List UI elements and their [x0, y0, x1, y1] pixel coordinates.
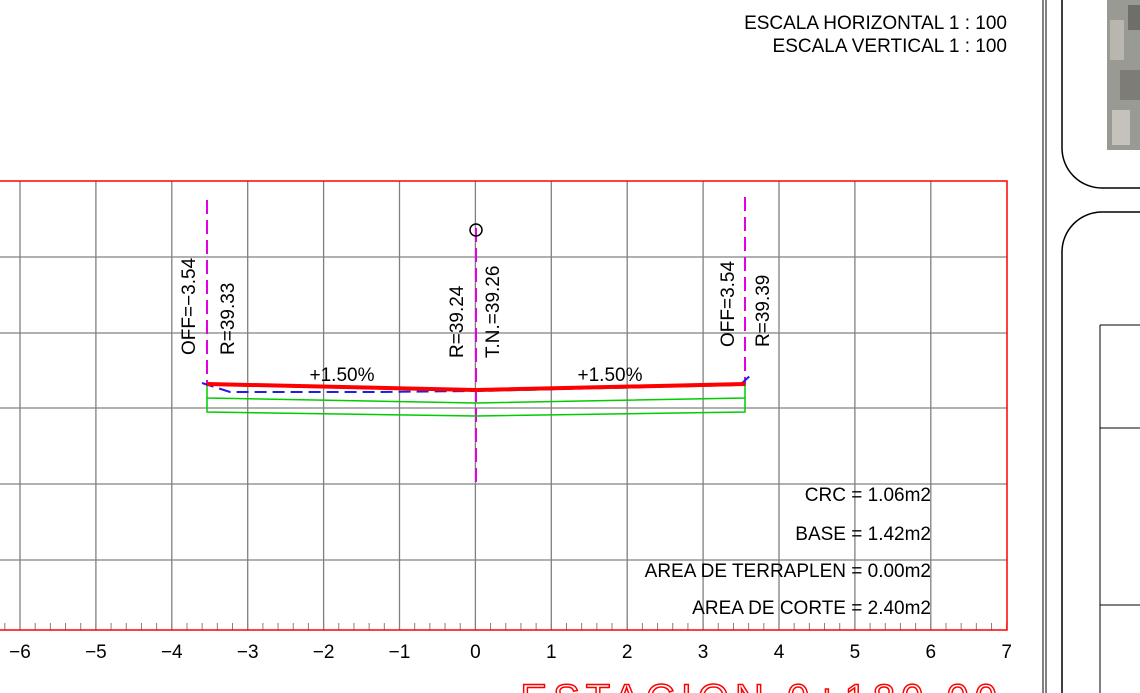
section: [201, 197, 753, 486]
x-tick-label: −2: [313, 642, 335, 663]
x-tick-label: 6: [926, 642, 937, 663]
x-tick-label: −6: [9, 642, 31, 663]
x-tick-label: −5: [85, 642, 107, 663]
x-tick-label: 5: [850, 642, 861, 663]
area-label: CRC = 1.06m2: [805, 485, 931, 506]
grade-line: [206, 382, 746, 393]
x-tick-label: 4: [774, 642, 785, 663]
panel-box: [1061, 211, 1140, 693]
x-tick-label: 3: [698, 642, 709, 663]
slope-label: +1.50%: [578, 365, 643, 386]
x-axis: −6 −5 −4 −3 −2 −1 0 1 2 3 4 5 6 7: [9, 642, 1012, 663]
area-label: AREA DE TERRAPLEN = 0.00m2: [645, 561, 931, 582]
x-tick-label: 7: [1001, 642, 1012, 663]
x-tick-label: 2: [622, 642, 633, 663]
base-layer: [206, 398, 746, 417]
panel-box: [1061, 0, 1140, 189]
offset-label: OFF=3.54: [718, 261, 739, 347]
grid-border: [0, 180, 1008, 631]
elevation-label: R=39.39: [753, 275, 774, 347]
x-tick-label: −3: [237, 642, 259, 663]
elevation-label: R=39.24: [447, 285, 468, 358]
table-lines: [1099, 324, 1140, 693]
area-label: AREA DE CORTE = 2.40m2: [692, 598, 931, 619]
ground-label: T.N.=39.26: [483, 266, 504, 358]
offset-label: OFF=−3.54: [179, 257, 200, 355]
slope-label: +1.50%: [310, 365, 375, 386]
aerial-image: [1107, 0, 1140, 150]
x-tick-label: 0: [470, 642, 481, 663]
x-tick-label: 1: [546, 642, 557, 663]
x-tick-label: −1: [389, 642, 411, 663]
scale-text: ESCALA HORIZONTAL 1 : 100: [744, 13, 1007, 34]
station-title: ESTACION 0+180.00: [520, 677, 1003, 693]
x-tick-label: −4: [161, 642, 183, 663]
marker: [469, 223, 483, 237]
elevation-label: R=39.33: [218, 283, 239, 355]
grid: [0, 180, 1008, 631]
scale-text: ESCALA VERTICAL 1 : 100: [773, 36, 1007, 57]
area-label: BASE = 1.42m2: [795, 524, 931, 545]
